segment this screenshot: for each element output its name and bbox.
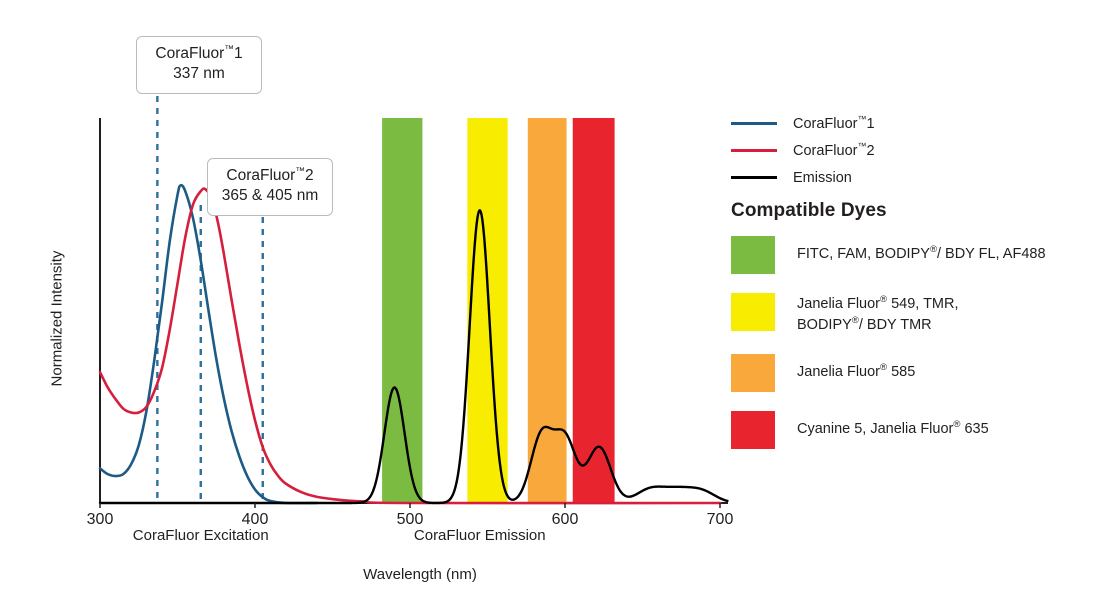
legend-label-corafluor1: CoraFluor™1 (793, 113, 875, 132)
compatible-dyes-list: FITC, FAM, BODIPY®/ BDY FL, AF488 Janelia… (731, 236, 1101, 468)
trademark-icon: ™ (224, 43, 234, 55)
excitation-region-label: CoraFluor Excitation (132, 527, 269, 544)
curve-emission (98, 209, 729, 505)
dye-label: Janelia Fluor® 549, TMR, BODIPY®/ BDY TMR (797, 294, 959, 333)
y-axis-title: Normalized Intensity (48, 250, 66, 387)
legend-item: CoraFluor™2 (731, 137, 1091, 164)
x-tick-label: 300 (86, 511, 114, 528)
x-tick-label: 700 (706, 511, 734, 528)
dye-label: Janelia Fluor® 585 (797, 362, 916, 381)
dye-label: Cyanine 5, Janelia Fluor® 635 (797, 419, 989, 438)
trademark-icon: ™ (857, 140, 867, 151)
callout-corafluor1-line1: CoraFluor™1 (155, 43, 243, 62)
callout-corafluor2: CoraFluor™2 365 & 405 nm (207, 158, 333, 216)
series-legend: CoraFluor™1 CoraFluor™2 Emission (731, 110, 1091, 191)
dye-color-swatch (731, 236, 775, 274)
legend-line-swatch-emission (731, 176, 777, 179)
compatible-dyes-heading: Compatible Dyes (731, 200, 887, 221)
dye-label: FITC, FAM, BODIPY®/ BDY FL, AF488 (797, 244, 1046, 262)
legend-line-swatch-corafluor2 (731, 149, 777, 152)
green-band (382, 118, 423, 503)
dye-row: Janelia Fluor® 549, TMR, BODIPY®/ BDY TMR (731, 293, 1101, 335)
dye-row: FITC, FAM, BODIPY®/ BDY FL, AF488 (731, 236, 1101, 274)
x-axis-title: Wavelength (nm) (363, 566, 477, 583)
x-tick-label: 400 (241, 511, 269, 528)
callout-corafluor1-line2: 337 nm (173, 64, 225, 82)
callout-corafluor2-line2: 365 & 405 nm (221, 186, 319, 204)
dye-color-swatch (731, 411, 775, 450)
red-band (572, 118, 615, 503)
dye-color-swatch (731, 354, 775, 393)
x-tick-label: 600 (551, 511, 579, 528)
legend-label-corafluor2: CoraFluor™2 (793, 140, 875, 159)
dye-row: Cyanine 5, Janelia Fluor® 635 (731, 411, 1101, 450)
legend-label-emission: Emission (793, 169, 852, 186)
legend-item: CoraFluor™1 (731, 110, 1091, 137)
trademark-icon: ™ (857, 113, 867, 124)
dye-row: Janelia Fluor® 585 (731, 354, 1101, 393)
emission-region-label: CoraFluor Emission (413, 527, 546, 544)
callout-corafluor2-line1: CoraFluor™2 (226, 165, 314, 184)
orange-band (527, 118, 567, 503)
dye-color-swatch (731, 293, 775, 331)
legend-line-swatch-corafluor1 (731, 122, 777, 125)
curve-corafluor1 (98, 183, 319, 505)
callout-corafluor1: CoraFluor™1 337 nm (136, 36, 262, 94)
curve-corafluor2 (98, 187, 722, 505)
trademark-icon: ™ (295, 165, 305, 177)
yellow-band (467, 118, 508, 503)
x-tick-label: 500 (396, 511, 424, 528)
legend-item: Emission (731, 164, 1091, 191)
